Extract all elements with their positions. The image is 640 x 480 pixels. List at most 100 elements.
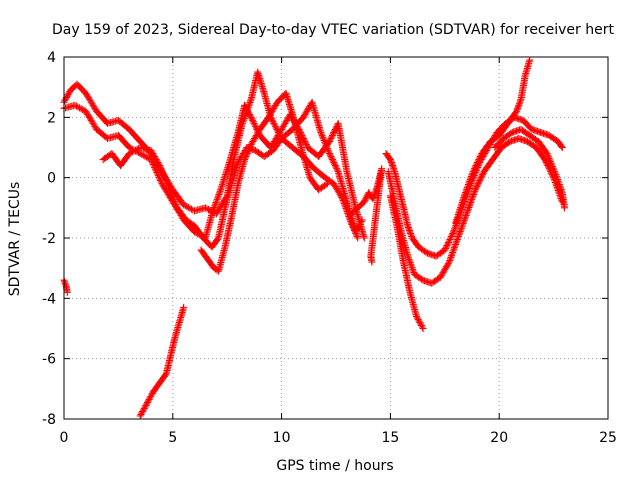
data-point [468,194,476,202]
data-point [447,232,455,240]
data-point [336,190,344,198]
data-point [249,137,257,145]
data-point [557,142,565,150]
data-point [160,173,168,181]
data-point [361,196,369,204]
data-point [71,101,79,109]
x-tick-label: 15 [381,430,399,446]
data-point [142,153,150,161]
data-point [545,154,553,162]
data-point [436,273,444,281]
data-point [457,224,465,232]
data-point [552,171,560,179]
data-point [329,157,337,165]
data-point [63,92,71,100]
x-tick-label: 20 [490,430,508,446]
data-point [180,201,188,209]
data-point [302,140,310,148]
data-point [332,184,340,192]
data-point [281,119,289,127]
data-point [456,228,464,236]
data-point [347,219,355,227]
data-point [246,144,254,151]
data-point [343,208,351,216]
data-point [330,180,338,188]
data-point [139,406,147,414]
data-point [548,161,556,169]
data-point [272,124,280,132]
data-point [456,229,464,237]
data-point [473,160,481,168]
data-point [163,179,171,187]
data-point [463,210,471,218]
data-point [246,110,254,118]
data-point [437,272,445,280]
data-point [76,104,84,112]
data-point [141,152,149,160]
data-point [327,134,335,142]
data-point [549,164,557,172]
data-point [352,231,360,239]
data-point [331,127,339,135]
data-point [269,106,277,114]
data-point [354,234,362,242]
data-point [318,132,326,140]
data-point [138,409,146,417]
data-point [450,244,458,252]
data-point [466,177,474,185]
data-point [444,240,452,248]
data-point [325,137,333,145]
data-point [463,184,471,192]
data-point [469,169,477,177]
data-point [464,207,472,215]
data-point [327,153,335,161]
data-point [443,263,451,271]
data-point [330,159,338,167]
y-tick-label: -4 [42,291,56,307]
data-point [465,202,473,210]
data-point [463,185,471,193]
data-point [283,116,291,124]
data-point [270,104,278,112]
data-point [452,239,460,247]
data-point [265,113,273,121]
data-point [470,189,478,197]
data-points [60,56,568,420]
data-point [470,166,478,174]
data-point [445,258,453,266]
x-tick-label: 25 [599,430,617,446]
data-point [468,171,476,179]
data-point [546,158,554,166]
data-point [172,202,180,210]
data-point [265,112,273,120]
data-point [550,167,558,175]
data-point [268,107,276,115]
data-point [243,150,251,158]
data-point [468,195,476,203]
data-point [465,203,473,211]
data-point [159,170,167,178]
data-point [64,91,72,99]
data-point [148,391,156,399]
data-point [526,56,534,64]
data-point [131,146,139,154]
data-point [130,147,138,155]
data-point [151,154,159,162]
data-point [299,133,307,141]
data-point [214,235,222,243]
data-point [451,242,459,250]
data-point [475,156,483,164]
data-point [348,220,356,228]
data-point [548,163,556,171]
sat-trace-5 [136,303,188,420]
data-point [467,174,475,182]
data-point [170,197,178,205]
data-point [133,145,141,153]
data-point [154,159,162,167]
data-point [152,156,160,164]
data-point [413,314,421,322]
data-point [328,133,336,141]
data-point [320,137,328,145]
data-point [405,255,413,263]
data-point [438,270,446,278]
